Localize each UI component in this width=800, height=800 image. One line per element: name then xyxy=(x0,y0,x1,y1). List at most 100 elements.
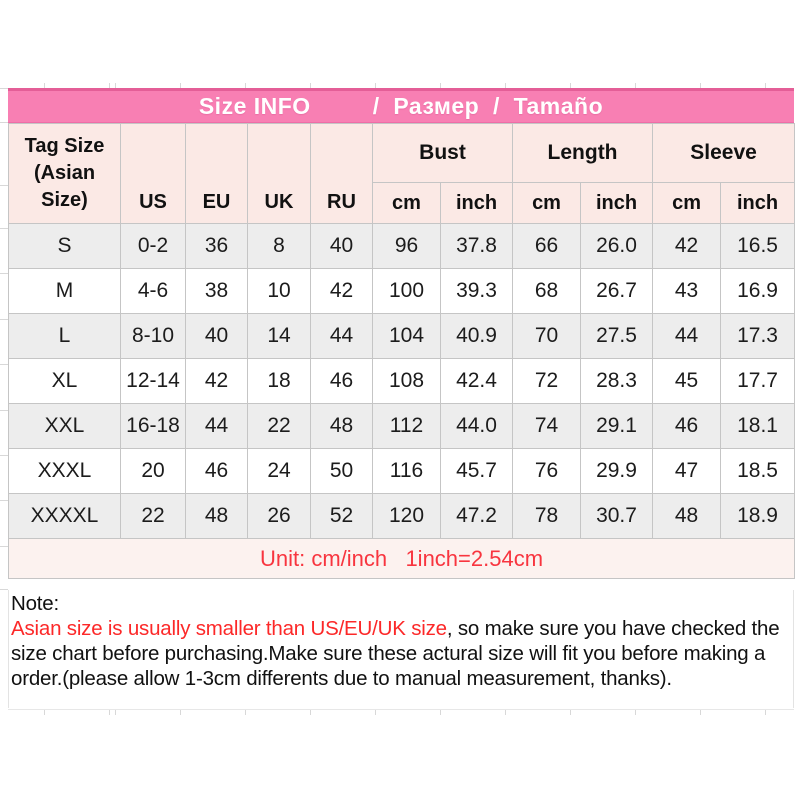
cell-size: XXL xyxy=(8,403,121,449)
gridline-stub xyxy=(0,589,8,590)
header-length-inch: inch xyxy=(580,182,654,224)
cell-ru: 48 xyxy=(310,403,373,449)
cell-length_inch: 26.0 xyxy=(580,223,654,269)
table-row: L 8-10 40 14 44 104 40.9 70 27.5 44 17.3 xyxy=(8,313,796,359)
table-row: XXXL 20 46 24 50 116 45.7 76 29.9 47 18.5 xyxy=(8,448,796,494)
cell-bust_inch: 44.0 xyxy=(439,403,514,449)
table-row: M 4-6 38 10 42 100 39.3 68 26.7 43 16.9 xyxy=(8,268,796,314)
cell-us: 22 xyxy=(120,493,186,539)
cell-bust_cm: 100 xyxy=(372,268,441,314)
cell-length_cm: 72 xyxy=(512,358,582,404)
cell-length_cm: 76 xyxy=(512,448,582,494)
gridline-stub xyxy=(0,319,8,320)
header-length-cm: cm xyxy=(512,182,582,224)
header-uk: UK xyxy=(247,123,311,224)
cell-eu: 42 xyxy=(185,358,248,404)
cell-size: XXXL xyxy=(8,448,121,494)
cell-length_inch: 30.7 xyxy=(580,493,654,539)
cell-ru: 46 xyxy=(310,358,373,404)
gridline-stub xyxy=(0,364,8,365)
cell-uk: 8 xyxy=(247,223,311,269)
note-warning-red: Asian size is usually smaller than US/EU… xyxy=(11,617,447,640)
header-bust-cm: cm xyxy=(372,182,441,224)
cell-bust_cm: 108 xyxy=(372,358,441,404)
cell-length_inch: 26.7 xyxy=(580,268,654,314)
cell-eu: 36 xyxy=(185,223,248,269)
unit-note: Unit: cm/inch 1inch=2.54cm xyxy=(7,538,796,579)
cell-ru: 44 xyxy=(310,313,373,359)
cell-size: S xyxy=(8,223,121,269)
gridline-stub xyxy=(0,500,8,501)
cell-bust_inch: 45.7 xyxy=(439,448,514,494)
cell-sleeve_inch: 16.5 xyxy=(720,223,796,269)
cell-bust_cm: 96 xyxy=(372,223,441,269)
cell-bust_inch: 37.8 xyxy=(439,223,514,269)
cell-sleeve_cm: 46 xyxy=(652,403,722,449)
gridline-stub xyxy=(0,455,8,456)
header-length: Length xyxy=(512,123,654,183)
cell-bust_cm: 116 xyxy=(372,448,441,494)
cell-sleeve_inch: 18.5 xyxy=(720,448,796,494)
gridline-stub xyxy=(0,228,8,229)
cell-length_cm: 68 xyxy=(512,268,582,314)
cell-sleeve_inch: 17.7 xyxy=(720,358,796,404)
cell-size: L xyxy=(8,313,121,359)
cell-sleeve_cm: 43 xyxy=(652,268,722,314)
cell-uk: 14 xyxy=(247,313,311,359)
cell-sleeve_cm: 42 xyxy=(652,223,722,269)
cell-bust_inch: 47.2 xyxy=(439,493,514,539)
size-chart-table: Tag Size (Asian Size) US EU UK RU Bust L… xyxy=(7,123,796,579)
note-label: Note: xyxy=(11,592,59,615)
unit-note-row: Unit: cm/inch 1inch=2.54cm xyxy=(7,538,796,579)
header-sleeve-inch: inch xyxy=(720,182,796,224)
cell-size: M xyxy=(8,268,121,314)
cell-sleeve_cm: 48 xyxy=(652,493,722,539)
sheet-gridline-ticks-top xyxy=(8,83,794,88)
cell-us: 4-6 xyxy=(120,268,186,314)
cell-size: XL xyxy=(8,358,121,404)
cell-us: 12-14 xyxy=(120,358,186,404)
table-row: S 0-2 36 8 40 96 37.8 66 26.0 42 16.5 xyxy=(8,223,796,269)
cell-eu: 40 xyxy=(185,313,248,359)
cell-ru: 50 xyxy=(310,448,373,494)
cell-length_cm: 78 xyxy=(512,493,582,539)
header-eu: EU xyxy=(185,123,248,224)
cell-sleeve_cm: 47 xyxy=(652,448,722,494)
cell-eu: 48 xyxy=(185,493,248,539)
size-info-title-bar: Size INFO / Размер / Tamaño xyxy=(8,88,794,123)
gridline-stub xyxy=(0,546,8,547)
gridline-stub xyxy=(0,88,8,89)
cell-uk: 22 xyxy=(247,403,311,449)
cell-us: 0-2 xyxy=(120,223,186,269)
cell-bust_inch: 39.3 xyxy=(439,268,514,314)
cell-sleeve_inch: 17.3 xyxy=(720,313,796,359)
gridline-stub xyxy=(0,410,8,411)
header-sleeve-cm: cm xyxy=(652,182,722,224)
cell-length_cm: 70 xyxy=(512,313,582,359)
cell-length_inch: 29.1 xyxy=(580,403,654,449)
header-bust: Bust xyxy=(371,123,514,183)
cell-ru: 52 xyxy=(310,493,373,539)
sheet-gridline-ticks-bottom xyxy=(8,709,794,715)
cell-ru: 42 xyxy=(310,268,373,314)
cell-length_cm: 74 xyxy=(512,403,582,449)
cell-eu: 38 xyxy=(185,268,248,314)
cell-length_inch: 27.5 xyxy=(580,313,654,359)
table-row: XL 12-14 42 18 46 108 42.4 72 28.3 45 17.7 xyxy=(8,358,796,404)
cell-sleeve_inch: 18.9 xyxy=(720,493,796,539)
cell-sleeve_inch: 18.1 xyxy=(720,403,796,449)
header-unit-row: cm inch cm inch cm inch xyxy=(9,182,796,224)
gridline-stub xyxy=(0,185,8,186)
cell-length_inch: 29.9 xyxy=(580,448,654,494)
cell-size: XXXXL xyxy=(8,493,121,539)
cell-bust_cm: 112 xyxy=(372,403,441,449)
cell-ru: 40 xyxy=(310,223,373,269)
note-section: Note: Asian size is usually smaller than… xyxy=(8,590,794,708)
cell-eu: 44 xyxy=(185,403,248,449)
header-group-row: Tag Size (Asian Size) US EU UK RU Bust L… xyxy=(8,123,796,224)
size-info-title-text: Size INFO / Размер / Tamaño xyxy=(198,93,604,119)
header-ru: RU xyxy=(310,123,373,224)
cell-us: 20 xyxy=(120,448,186,494)
cell-length_cm: 66 xyxy=(512,223,582,269)
cell-bust_inch: 42.4 xyxy=(439,358,514,404)
